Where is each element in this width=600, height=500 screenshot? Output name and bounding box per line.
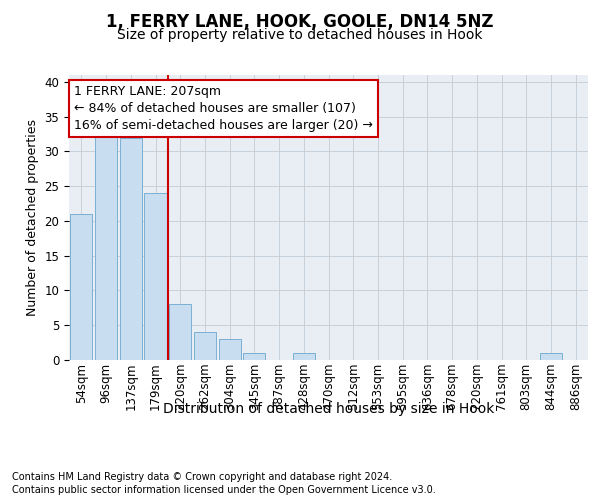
Bar (119, 138, 142, 360)
Text: Contains public sector information licensed under the Open Government Licence v3: Contains public sector information licen… (12, 485, 436, 495)
Text: Size of property relative to detached houses in Hook: Size of property relative to detached ho… (117, 28, 483, 42)
Text: 1 FERRY LANE: 207sqm
← 84% of detached houses are smaller (107)
16% of semi-deta: 1 FERRY LANE: 207sqm ← 84% of detached h… (74, 86, 373, 132)
Text: Contains HM Land Registry data © Crown copyright and database right 2024.: Contains HM Land Registry data © Crown c… (12, 472, 392, 482)
Y-axis label: Number of detached properties: Number of detached properties (26, 119, 39, 316)
Text: 1, FERRY LANE, HOOK, GOOLE, DN14 5NZ: 1, FERRY LANE, HOOK, GOOLE, DN14 5NZ (106, 12, 494, 30)
Bar (540, 353, 562, 360)
Bar (95, 130, 117, 360)
Bar (194, 332, 216, 360)
Bar (145, 193, 167, 360)
Bar (218, 339, 241, 360)
Bar (70, 214, 92, 360)
Bar (169, 304, 191, 360)
Text: Distribution of detached houses by size in Hook: Distribution of detached houses by size … (163, 402, 494, 416)
Bar (293, 353, 315, 360)
Bar (243, 353, 265, 360)
